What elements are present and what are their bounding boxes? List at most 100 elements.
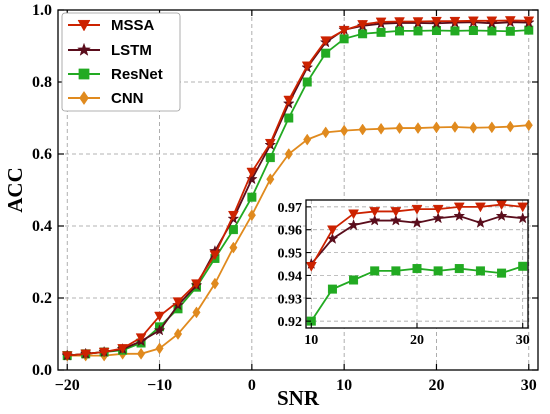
point-cnn — [413, 122, 423, 135]
inset-y-tick-label: 0.96 — [278, 224, 303, 239]
y-axis-label: ACC — [3, 167, 27, 213]
inset-point-lstm — [453, 209, 466, 222]
point-mssa — [246, 167, 258, 178]
point-mssa — [504, 16, 516, 26]
legend-item-cnn: CNN — [68, 90, 144, 107]
inset-point-lstm — [516, 212, 529, 224]
inset-point-resnet — [349, 275, 359, 285]
point-mssa — [61, 351, 73, 362]
point-resnet — [247, 192, 257, 202]
y-tick-label: 0.8 — [32, 74, 52, 91]
inset-point-lstm — [474, 216, 487, 228]
point-cnn — [321, 126, 330, 139]
inset-y-tick-label: 0.94 — [278, 269, 303, 284]
inset-point-resnet — [475, 266, 485, 276]
point-resnet — [505, 26, 515, 36]
point-resnet — [339, 34, 349, 44]
y-tick-label: 0.6 — [32, 146, 52, 163]
point-mssa — [338, 25, 350, 36]
point-mssa — [98, 347, 110, 358]
inset-point-mssa — [432, 204, 444, 215]
point-cnn — [303, 133, 312, 146]
point-cnn — [155, 342, 164, 355]
point-resnet — [524, 25, 534, 35]
main-series — [61, 15, 535, 362]
point-mssa — [172, 297, 184, 308]
point-cnn — [266, 173, 275, 186]
inset-point-mssa — [517, 202, 529, 213]
point-cnn — [210, 277, 219, 290]
point-mssa — [357, 20, 369, 30]
x-axis-label: SNR — [277, 386, 320, 410]
point-cnn — [247, 209, 256, 222]
y-tick-label: 1.0 — [32, 2, 52, 19]
inset-x-tick-label: 30 — [516, 333, 530, 348]
point-cnn — [432, 121, 441, 134]
point-mssa — [467, 16, 479, 27]
inset-y-tick-label: 0.92 — [278, 315, 303, 330]
y-tick-label: 0.0 — [32, 362, 52, 379]
inset-point-mssa — [453, 202, 465, 213]
point-mssa — [394, 17, 405, 28]
point-resnet — [413, 26, 423, 36]
point-mssa — [431, 16, 442, 27]
inset-point-resnet — [412, 264, 422, 274]
x-tick-label: −10 — [147, 377, 172, 394]
legend-item-resnet: ResNet — [68, 66, 163, 83]
point-resnet — [376, 27, 386, 37]
inset-y-tick-label: 0.95 — [278, 247, 303, 262]
point-mssa — [283, 95, 295, 106]
legend-label-mssa: MSSA — [111, 17, 155, 34]
point-resnet — [450, 26, 460, 36]
point-resnet — [468, 26, 478, 36]
point-mssa — [301, 61, 313, 72]
legend-marker-resnet — [78, 68, 90, 80]
inset-x-tick-label: 10 — [304, 333, 318, 348]
point-cnn — [229, 241, 238, 254]
legend-item-lstm: LSTM — [68, 42, 152, 59]
inset-point-mssa — [348, 209, 359, 220]
inset-point-mssa — [475, 202, 486, 213]
point-cnn — [173, 328, 183, 340]
y-tick-label: 0.4 — [32, 218, 52, 235]
legend-label-lstm: LSTM — [111, 42, 152, 59]
inset-point-resnet — [518, 261, 528, 271]
inset-point-resnet — [497, 268, 507, 278]
legend: MSSA LSTM ResNet CNN — [61, 12, 181, 112]
point-cnn — [450, 121, 459, 133]
x-tick-label: 20 — [428, 377, 444, 394]
point-mssa — [117, 344, 129, 354]
inset-zoom-plot: 10 20 30 0.92 0.93 0.94 0.95 0.96 0.97 — [278, 199, 530, 348]
inset-point-mssa — [369, 207, 381, 217]
legend-label-cnn: CNN — [111, 90, 144, 107]
x-tick-label: 30 — [521, 377, 537, 394]
point-resnet — [265, 153, 275, 163]
main-ticks: −20 −10 0 10 20 30 0.0 0.2 0.4 0.6 0.8 1.0 — [32, 2, 538, 394]
legend-marker-lstm — [77, 42, 91, 56]
inset-point-mssa — [390, 207, 402, 217]
inset-point-lstm — [389, 214, 402, 226]
point-resnet — [284, 113, 294, 123]
point-resnet — [395, 26, 405, 36]
point-mssa — [375, 17, 387, 28]
x-tick-label: 0 — [248, 377, 256, 394]
inset-point-resnet — [454, 264, 464, 274]
point-mssa — [264, 138, 276, 149]
point-cnn — [340, 124, 349, 137]
inset-point-mssa — [327, 225, 338, 236]
legend-marker-cnn — [79, 90, 89, 106]
point-cnn — [395, 122, 404, 135]
inset-point-resnet — [370, 266, 380, 276]
point-resnet — [321, 48, 331, 58]
inset-point-lstm — [432, 212, 445, 224]
point-mssa — [154, 311, 165, 322]
point-cnn — [192, 306, 201, 319]
inset-point-mssa — [305, 262, 317, 272]
inset-point-resnet — [327, 284, 337, 294]
inset-point-mssa — [411, 204, 423, 215]
inset-point-resnet — [433, 266, 443, 276]
point-cnn — [524, 119, 533, 132]
point-lstm — [245, 172, 258, 185]
inset-x-tick-label: 20 — [410, 333, 424, 348]
